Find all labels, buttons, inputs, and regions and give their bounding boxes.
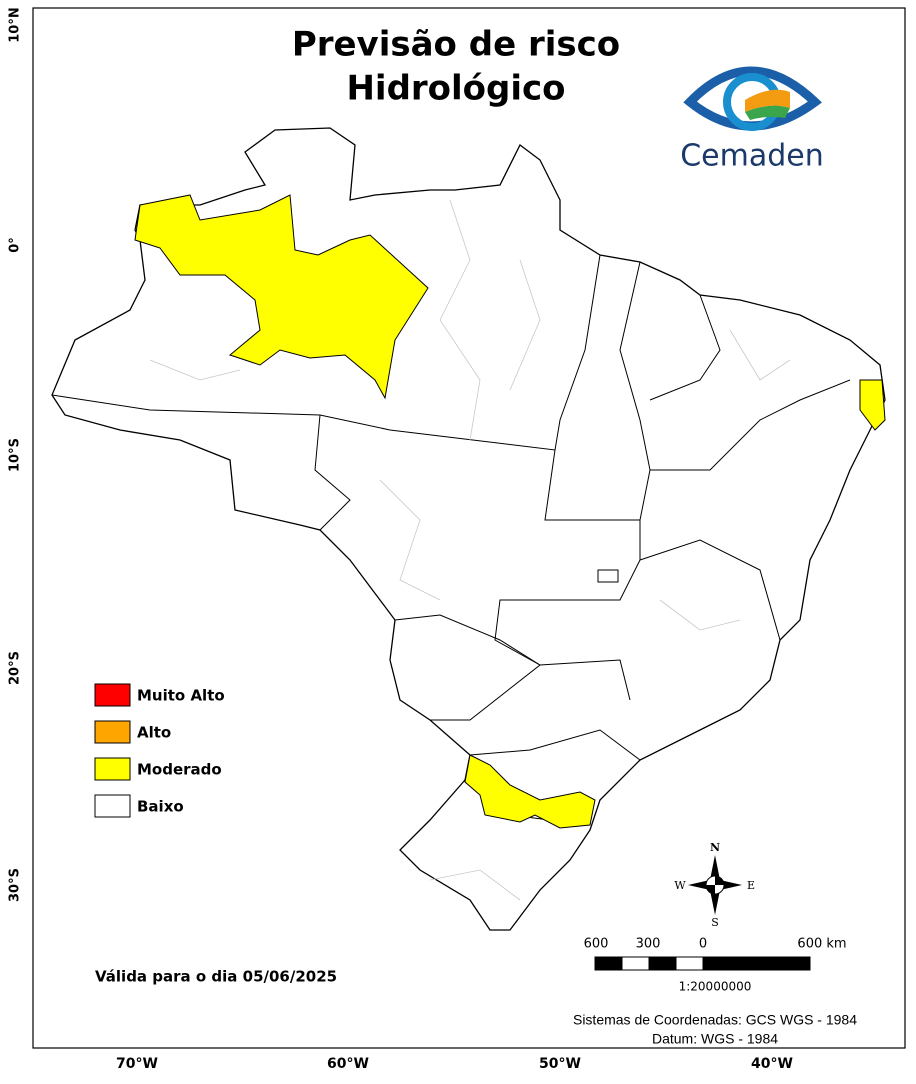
municipal-borders [149, 199, 791, 901]
legend-swatch [94, 683, 131, 707]
longitude-label: 50°W [539, 1056, 581, 1072]
frame [32, 7, 906, 1049]
legend: Muito Alto Alto Moderado Baixo [94, 683, 225, 818]
title: Previsão de risco [292, 25, 620, 65]
latitude-label: 30°S [8, 868, 23, 902]
latitude-label: 20°S [8, 651, 23, 685]
compass: N S W E [674, 841, 755, 929]
latitude-label: 0° [8, 237, 23, 253]
scale-label: 0 [699, 937, 707, 952]
scale-label: 600 [584, 937, 609, 952]
title: Hidrológico [346, 69, 565, 109]
legend-swatch [94, 794, 131, 818]
compass-n: N [710, 841, 720, 854]
latitude-labels: 10°N 0° 10°S 20°S 30°S [8, 7, 23, 902]
longitude-labels: 70°W 60°W 50°W 40°W [116, 1056, 793, 1072]
legend-swatch [94, 720, 131, 744]
legend-label: Alto [137, 724, 171, 742]
legend-label: Baixo [137, 798, 184, 816]
scale-label: 300 [636, 937, 661, 952]
compass-s: S [711, 916, 719, 929]
scale-ratio: 1:20000000 [679, 980, 752, 994]
longitude-label: 40°W [751, 1056, 793, 1072]
scale-label: 600 km [797, 937, 846, 952]
state-borders [51, 254, 851, 826]
longitude-label: 70°W [116, 1056, 158, 1072]
latitude-label: 10°N [8, 7, 23, 42]
latitude-label: 10°S [8, 438, 23, 472]
validity-date: Válida para o dia 05/06/2025 [95, 968, 337, 986]
credits: Datum: WGS - 1984 [652, 1031, 778, 1047]
legend-label: Muito Alto [137, 687, 225, 705]
logo-text: Cemaden [680, 139, 824, 174]
credits: Sistemas de Coordenadas: GCS WGS - 1984 [573, 1012, 857, 1028]
longitude-label: 60°W [327, 1056, 369, 1072]
scale-bar [594, 956, 811, 971]
legend-label: Moderado [137, 761, 222, 779]
compass-w: W [674, 879, 686, 892]
compass-e: E [747, 879, 755, 892]
legend-swatch [94, 757, 131, 781]
moderate-risk-areas [134, 194, 886, 829]
logo [683, 66, 822, 131]
